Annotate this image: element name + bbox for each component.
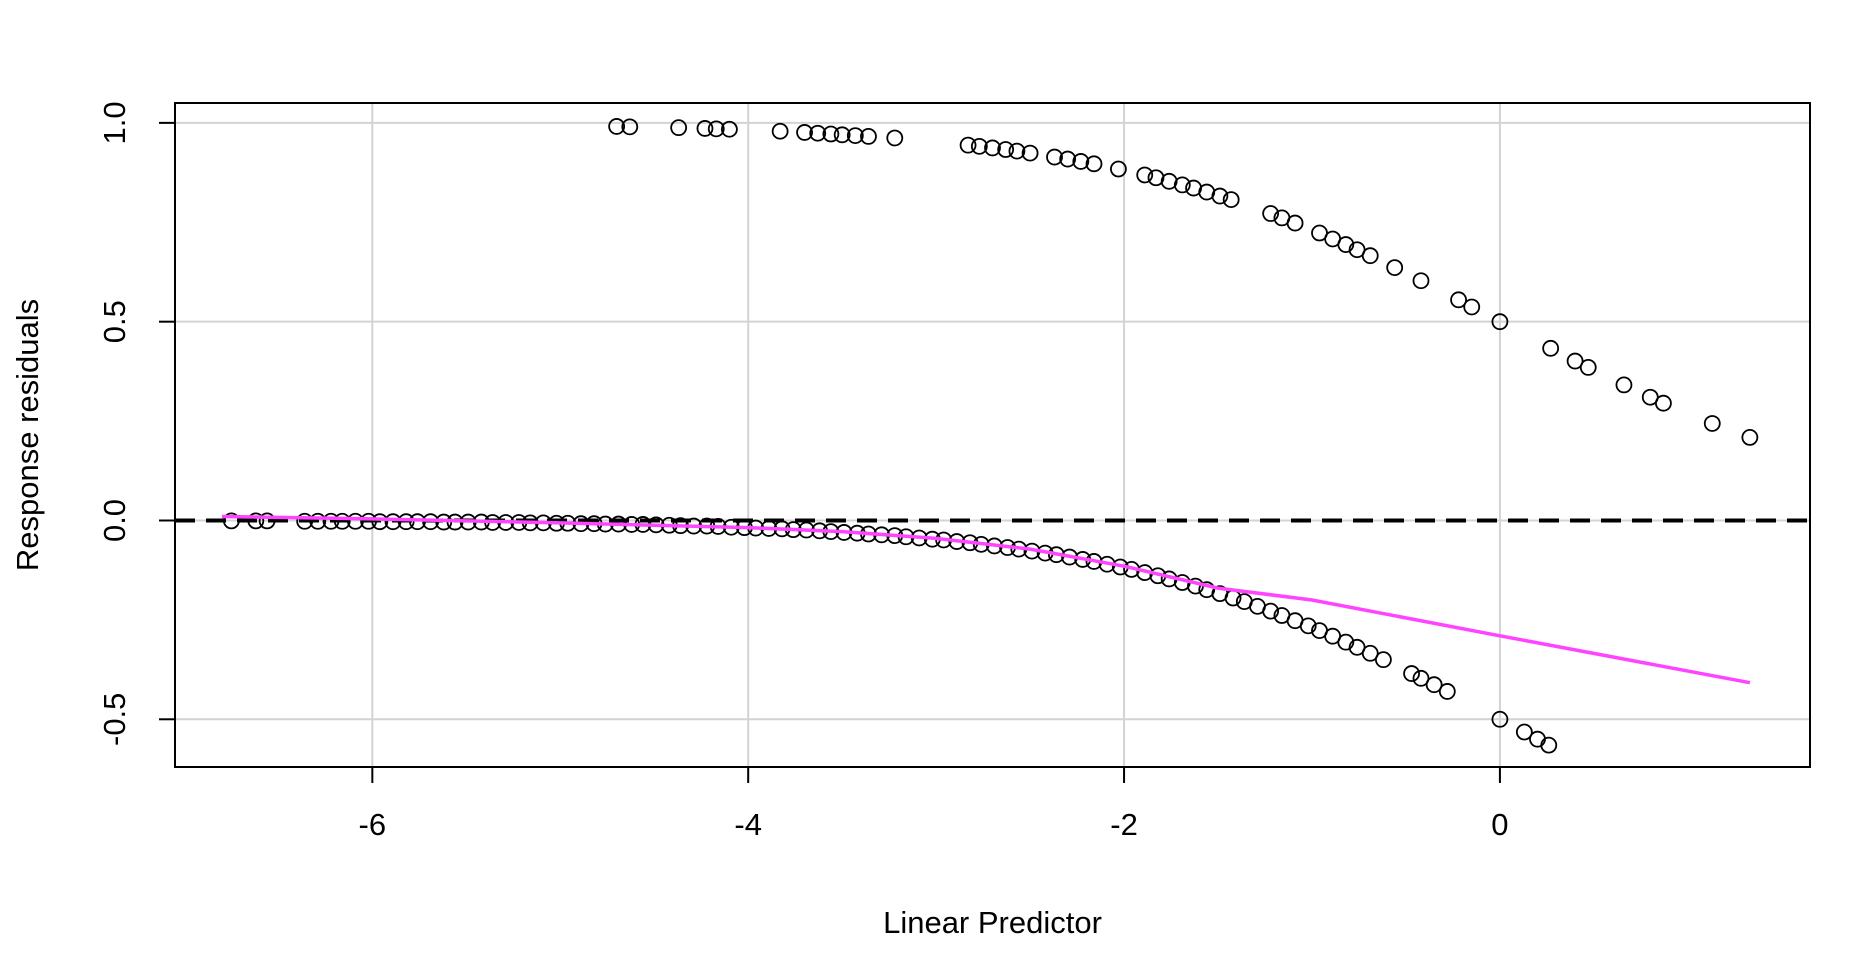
y-tick-label: 0.0: [97, 499, 132, 542]
data-point-upper: [1361, 247, 1379, 265]
data-point-upper: [1110, 160, 1127, 178]
data-point-lower: [222, 512, 240, 530]
data-point-upper: [1059, 150, 1077, 168]
data-point-lower: [1299, 617, 1317, 635]
data-point-upper: [796, 124, 813, 141]
data-point-upper: [1579, 359, 1597, 376]
data-point-upper: [997, 141, 1015, 158]
data-point-upper: [1566, 352, 1584, 370]
data-point-upper: [886, 129, 904, 147]
data-point-upper: [1703, 415, 1721, 432]
data-point-lower: [397, 513, 415, 531]
data-point-upper: [670, 119, 688, 137]
y-axis: -0.5 0.0 0.5 1.0: [97, 101, 175, 746]
data-point-upper: [696, 120, 714, 137]
y-tick-label: 0.5: [97, 300, 132, 343]
data-point-upper: [1337, 236, 1355, 253]
data-point-upper: [1412, 272, 1430, 290]
data-point-upper: [1542, 339, 1560, 357]
data-point-upper: [970, 137, 988, 155]
data-point-upper: [1021, 144, 1039, 162]
plot-frame: [174, 102, 1811, 768]
data-point-lower: [384, 513, 402, 531]
data-point-upper: [1741, 428, 1759, 446]
data-point-lower: [258, 512, 276, 530]
x-axis-label: Linear Predictor: [883, 905, 1102, 940]
data-point-upper: [1222, 191, 1240, 209]
data-point-upper: [1046, 148, 1063, 166]
y-tick-label: -0.5: [97, 693, 132, 746]
data-point-upper: [720, 120, 738, 138]
data-point-upper: [1463, 298, 1481, 316]
data-points: [222, 118, 1759, 754]
data-point-upper: [984, 139, 1001, 157]
data-point-lower: [347, 512, 364, 530]
x-tick-label: -2: [1110, 807, 1138, 842]
x-tick-label: -6: [359, 807, 387, 842]
data-point-lower: [371, 513, 389, 531]
data-point-lower: [1262, 602, 1280, 620]
data-point-upper: [822, 125, 840, 143]
data-point-upper: [1286, 214, 1304, 232]
data-point-lower: [1361, 644, 1379, 662]
data-point-upper: [1211, 187, 1229, 205]
data-point-lower: [247, 512, 265, 530]
data-point-lower: [309, 512, 327, 530]
data-point-lower: [1337, 633, 1355, 651]
data-point-lower: [1438, 683, 1456, 700]
data-point-upper: [846, 127, 864, 145]
data-point-upper: [959, 136, 977, 154]
data-point-lower: [1425, 676, 1443, 694]
data-point-lower: [1491, 710, 1509, 728]
data-point-upper: [860, 127, 877, 145]
data-point-upper: [771, 122, 789, 140]
data-point-lower: [333, 512, 351, 530]
data-point-upper: [1262, 205, 1280, 222]
data-point-lower: [1403, 665, 1420, 682]
data-point-lower: [1412, 669, 1430, 687]
data-point-upper: [707, 120, 725, 138]
y-tick-label: 1.0: [97, 101, 132, 144]
data-point-upper: [1491, 313, 1509, 331]
data-point-lower: [1374, 651, 1392, 669]
data-point-lower: [360, 512, 377, 530]
y-axis-label: Response residuals: [10, 299, 45, 571]
data-point-upper: [621, 118, 639, 136]
data-point-upper: [1173, 176, 1191, 194]
data-point-lower: [1515, 723, 1533, 741]
data-point-upper: [1386, 259, 1404, 277]
grid-lines: [175, 103, 1810, 767]
data-point-upper: [1136, 166, 1154, 184]
data-point-upper: [1008, 142, 1026, 160]
x-tick-label: 0: [1491, 807, 1508, 842]
x-axis: -6 -4 -2 0: [359, 766, 1509, 842]
data-point-upper: [1615, 376, 1633, 394]
data-point-upper: [1072, 153, 1090, 170]
data-point-lower: [322, 512, 340, 530]
data-point-upper: [1450, 291, 1467, 309]
data-point-upper: [1085, 155, 1103, 173]
data-point-upper: [608, 118, 626, 135]
data-point-lower: [1540, 736, 1558, 754]
data-point-lower: [1529, 730, 1546, 748]
smooth-line: [221, 514, 1751, 685]
data-point-upper: [1655, 394, 1672, 412]
data-point-lower: [296, 512, 314, 530]
x-tick-label: -4: [734, 807, 762, 842]
data-point-upper: [833, 126, 851, 144]
smooth-curve: [221, 514, 1751, 685]
data-point-upper: [809, 124, 827, 142]
